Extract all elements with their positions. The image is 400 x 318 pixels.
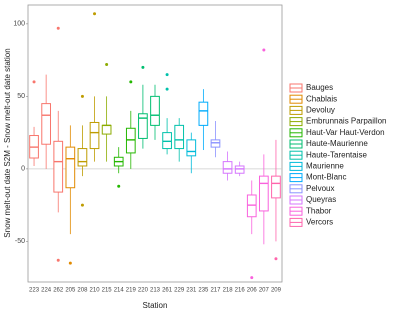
box [53,140,64,193]
box [101,124,112,135]
outlier [80,94,84,98]
outlier [274,257,278,261]
x-tick-label: 218 [223,288,234,294]
x-tick-label: 210 [90,288,101,294]
outlier [56,26,60,30]
box [65,146,76,189]
legend-label: Queyras [306,195,336,204]
y-tick-label: 0 [21,166,25,173]
y-tick-label: 100 [13,21,25,28]
x-tick-label: 262 [53,288,64,294]
outlier [250,276,254,280]
outlier [32,80,36,84]
x-tick-label: 217 [210,288,221,294]
box [259,175,269,212]
x-tick-label: 207 [259,288,270,294]
y-axis-title: Snow melt-out date S2M - Snow melt-out d… [3,48,12,237]
outlier [262,48,266,52]
x-tick-label: 235 [198,288,209,294]
box [89,121,100,150]
legend-label: Embrunnais Parpaillon [306,117,387,126]
legend-label: Pelvoux [306,184,334,193]
x-tick-label: 219 [126,288,137,294]
y-tick-label: 50 [17,93,25,100]
box [222,161,233,174]
x-tick-label: 223 [29,288,40,294]
box [138,113,148,139]
legend-label: Mont-Blanc [306,173,346,182]
x-tick-label: 215 [102,288,113,294]
outlier [165,73,169,77]
legend-label: Haut-Var Haut-Verdon [306,128,385,137]
x-axis-title: Station [143,301,168,310]
box [150,95,160,126]
x-tick-label: 229 [174,288,185,294]
outlier [68,261,72,265]
outlier [129,80,133,84]
legend-label: Haute-Maurienne [306,139,368,148]
box [174,124,185,150]
x-tick-label: 220 [138,288,149,294]
x-tick-label: 208 [77,288,88,294]
legend-label: Maurienne [306,162,344,171]
outlier [105,62,109,66]
legend-label: Vercors [306,218,333,227]
x-tick-label: 216 [235,288,246,294]
legend-label: Devoluy [306,106,335,115]
box [271,175,281,199]
box [125,127,136,154]
legend-label: Chablais [306,94,337,103]
box [246,194,257,218]
legend-label: Haute-Tarentaise [306,150,367,159]
box [234,165,245,174]
plot-frame [27,4,283,283]
box [186,139,197,157]
box [210,139,221,148]
outlier [56,258,60,262]
box [41,103,51,145]
outlier [80,203,84,207]
legend-label: Bauges [306,83,333,92]
x-tick-label: 205 [65,288,76,294]
x-tick-label: 214 [114,288,125,294]
box [162,132,172,150]
box [77,148,88,167]
box [198,101,209,126]
x-tick-label: 224 [41,288,52,294]
x-tick-label: 206 [247,288,258,294]
outlier [117,184,121,188]
outlier [165,87,169,91]
x-tick-label: 213 [150,288,161,294]
x-tick-label: 209 [271,288,282,294]
legend-label: Thabor [306,206,332,215]
x-tick-label: 261 [162,288,173,294]
x-tick-label: 231 [186,288,197,294]
outlier [93,12,97,16]
outlier [141,65,145,69]
y-tick-label: -50 [15,238,25,245]
